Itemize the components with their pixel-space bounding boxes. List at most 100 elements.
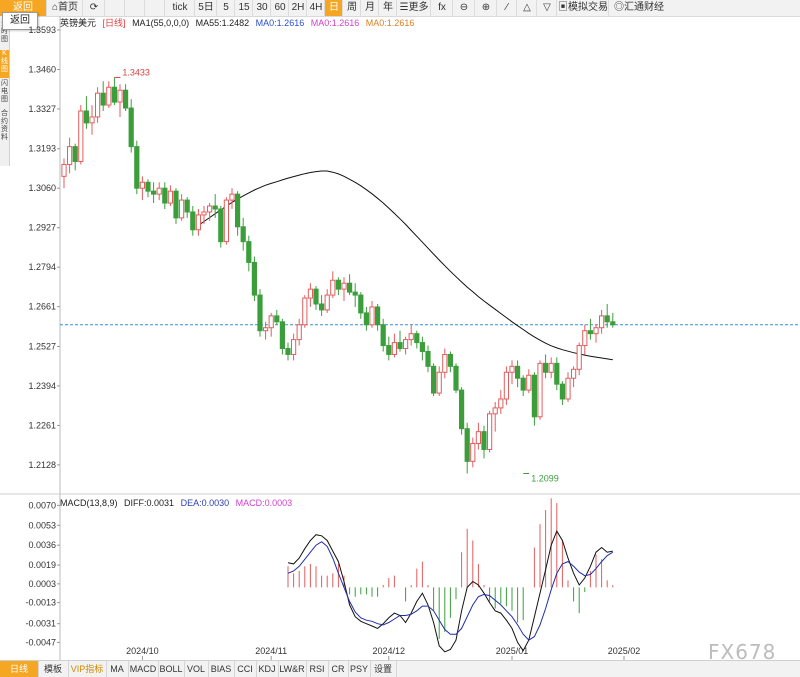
- indicator-tab-1[interactable]: 模板: [38, 661, 69, 677]
- candle-body[interactable]: [246, 241, 252, 263]
- toolbar-item-20[interactable]: ⊕: [474, 0, 497, 16]
- left-tab-1[interactable]: K线图: [0, 50, 9, 78]
- candle-body[interactable]: [386, 345, 392, 355]
- candle-body[interactable]: [520, 377, 526, 391]
- candle-body[interactable]: [464, 428, 470, 462]
- toolbar-item-2[interactable]: [104, 0, 125, 16]
- candle-body[interactable]: [341, 282, 347, 290]
- toolbar-item-0[interactable]: ⌂首页: [46, 0, 83, 16]
- toolbar-item-1[interactable]: ⟳: [82, 0, 105, 16]
- candle-body[interactable]: [106, 86, 112, 106]
- indicator-tab-0[interactable]: 日线: [0, 661, 39, 677]
- candle-body[interactable]: [599, 315, 605, 329]
- candle-body[interactable]: [285, 348, 291, 355]
- candle-body[interactable]: [397, 342, 403, 350]
- toolbar-item-12[interactable]: 4H: [306, 0, 325, 16]
- candle-body[interactable]: [526, 374, 532, 391]
- candle-body[interactable]: [179, 199, 185, 219]
- legend-ma-params[interactable]: MA1(55,0,0,0): [132, 18, 190, 28]
- candle-body[interactable]: [251, 261, 258, 296]
- candle-body[interactable]: [291, 339, 297, 355]
- candle-body[interactable]: [587, 330, 593, 335]
- candle-body[interactable]: [498, 398, 504, 409]
- toolbar-item-21[interactable]: ⁄: [496, 0, 517, 16]
- toolbar-item-18[interactable]: fx: [430, 0, 453, 16]
- toolbar-item-17[interactable]: ☰更多: [396, 0, 431, 16]
- candle-body[interactable]: [257, 294, 263, 332]
- toolbar-item-16[interactable]: 年: [378, 0, 397, 16]
- indicator-tab-14[interactable]: 设置: [370, 661, 397, 677]
- candle-body[interactable]: [330, 279, 336, 296]
- candle-body[interactable]: [593, 327, 599, 335]
- macd-params[interactable]: MACD(13,8,9): [60, 498, 118, 508]
- left-tab-2[interactable]: 闪电图: [1, 80, 8, 103]
- candle-body[interactable]: [100, 92, 106, 106]
- candle-body[interactable]: [543, 362, 549, 373]
- candle-body[interactable]: [184, 199, 190, 213]
- indicator-tab-11[interactable]: RSI: [306, 661, 329, 677]
- candle-body[interactable]: [419, 342, 425, 352]
- toolbar-item-3[interactable]: [124, 0, 145, 16]
- toolbar-item-4[interactable]: [144, 0, 165, 16]
- toolbar-item-11[interactable]: 2H: [288, 0, 307, 16]
- candle-body[interactable]: [481, 431, 487, 450]
- candle-body[interactable]: [279, 321, 285, 350]
- toolbar-item-24[interactable]: ▣模拟交易: [556, 0, 609, 16]
- candle-body[interactable]: [414, 333, 420, 344]
- candle-body[interactable]: [475, 431, 481, 445]
- candle-body[interactable]: [403, 339, 409, 350]
- candle-body[interactable]: [95, 92, 101, 118]
- candle-body[interactable]: [78, 110, 84, 162]
- toolbar-item-9[interactable]: 30: [252, 0, 271, 16]
- candle-body[interactable]: [218, 208, 224, 243]
- candle-body[interactable]: [190, 211, 196, 231]
- candle-body[interactable]: [111, 86, 118, 103]
- candle-body[interactable]: [509, 365, 515, 373]
- candle-body[interactable]: [503, 371, 509, 400]
- candle-body[interactable]: [207, 205, 213, 213]
- candle-body[interactable]: [358, 294, 364, 314]
- indicator-tab-6[interactable]: VOL: [184, 661, 209, 677]
- candle-body[interactable]: [352, 291, 358, 296]
- candle-body[interactable]: [425, 350, 431, 367]
- candle-body[interactable]: [375, 306, 381, 326]
- candle-body[interactable]: [128, 107, 134, 148]
- candle-body[interactable]: [576, 345, 582, 370]
- candle-body[interactable]: [531, 374, 537, 418]
- candle-body[interactable]: [83, 110, 90, 124]
- toolbar-item-10[interactable]: 60: [270, 0, 289, 16]
- candle-body[interactable]: [72, 146, 78, 162]
- indicator-tab-9[interactable]: KDJ: [256, 661, 279, 677]
- indicator-tab-12[interactable]: CR: [328, 661, 349, 677]
- toolbar-item-15[interactable]: 月: [360, 0, 379, 16]
- candle-body[interactable]: [442, 353, 448, 373]
- toolbar-item-25[interactable]: ◎汇通财经: [608, 0, 669, 16]
- candle-body[interactable]: [408, 333, 414, 341]
- indicator-tab-5[interactable]: BOLL: [158, 661, 185, 677]
- candle-body[interactable]: [151, 190, 157, 195]
- candle-body[interactable]: [335, 279, 341, 290]
- candle-body[interactable]: [61, 163, 67, 177]
- candle-body[interactable]: [240, 226, 246, 243]
- candle-body[interactable]: [274, 315, 280, 323]
- candle-body[interactable]: [324, 294, 330, 311]
- candle-body[interactable]: [470, 443, 476, 462]
- candle-body[interactable]: [307, 288, 313, 299]
- candle-body[interactable]: [229, 193, 235, 201]
- candle-body[interactable]: [582, 330, 588, 347]
- indicator-tab-13[interactable]: PSY: [348, 661, 371, 677]
- indicator-tab-7[interactable]: BIAS: [208, 661, 235, 677]
- toolbar-item-22[interactable]: △: [516, 0, 537, 16]
- indicator-tab-4[interactable]: MACD: [128, 661, 159, 677]
- candle-body[interactable]: [487, 413, 493, 450]
- candle-body[interactable]: [492, 407, 498, 415]
- candle-body[interactable]: [201, 211, 207, 216]
- candle-body[interactable]: [453, 365, 459, 391]
- toolbar-item-13[interactable]: 日: [324, 0, 343, 16]
- price-chart[interactable]: 1.3593 1.3460 1.3327 1.3193 1.3060 1.2927 1.27…: [0, 16, 800, 660]
- toolbar-item-23[interactable]: ▽: [536, 0, 557, 16]
- candle-body[interactable]: [571, 368, 577, 379]
- candle-body[interactable]: [139, 181, 146, 189]
- candle-body[interactable]: [554, 362, 560, 385]
- candle-body[interactable]: [212, 205, 218, 210]
